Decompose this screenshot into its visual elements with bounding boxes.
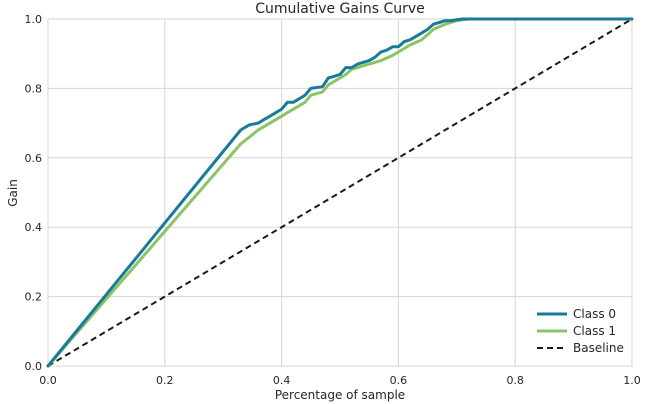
x-tick-label: 0.6 xyxy=(390,374,408,387)
x-tick-label: 0.8 xyxy=(506,374,524,387)
y-axis-label: Gain xyxy=(6,179,20,207)
x-tick-label: 0.2 xyxy=(156,374,174,387)
y-tick-label: 0.4 xyxy=(25,221,43,234)
y-tick-label: 0.2 xyxy=(25,291,43,304)
y-tick-label: 0.6 xyxy=(25,152,43,165)
x-axis-label: Percentage of sample xyxy=(275,388,405,402)
legend-label: Class 1 xyxy=(573,324,616,338)
x-tick-label: 1.0 xyxy=(623,374,641,387)
legend-label: Class 0 xyxy=(573,307,616,321)
chart-title: Cumulative Gains Curve xyxy=(255,1,425,17)
x-tick-label: 0.4 xyxy=(273,374,291,387)
series-line-class-0 xyxy=(46,17,634,368)
series-line-class-1 xyxy=(46,17,634,368)
legend: Class 0 Class 1 Baseline xyxy=(537,307,624,355)
y-tick-label: 0.0 xyxy=(25,360,43,373)
legend-label: Baseline xyxy=(573,341,624,355)
series-line-baseline xyxy=(47,18,633,367)
y-tick-label: 0.8 xyxy=(25,82,43,95)
tick-labels: 0.0 0.2 0.4 0.6 0.8 1.0 0.0 0.2 0.4 0.6 0.8 1.0 xyxy=(25,13,641,387)
grid-lines xyxy=(47,18,633,367)
y-tick-label: 1.0 xyxy=(25,13,43,26)
series-lines xyxy=(46,17,634,368)
x-tick-label: 0.0 xyxy=(39,374,57,387)
